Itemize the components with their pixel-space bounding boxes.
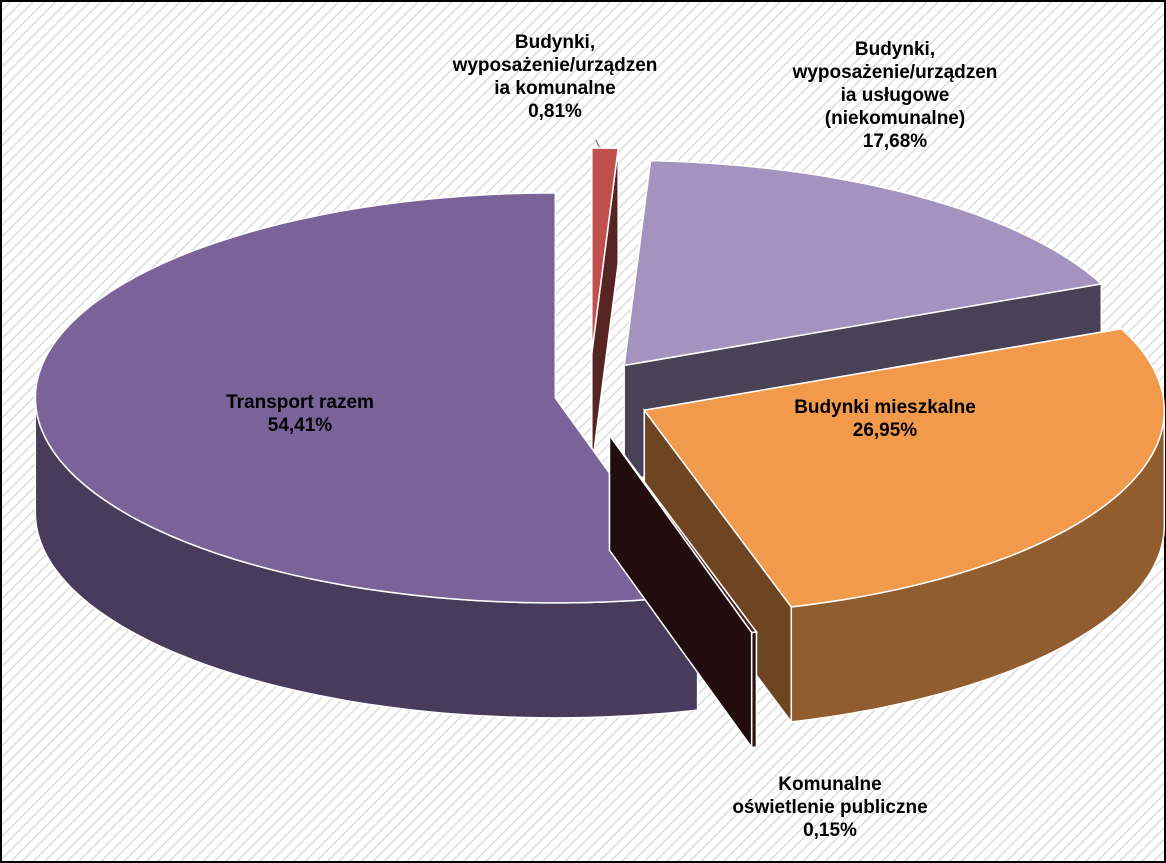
slice-top <box>608 434 758 634</box>
slice-wall <box>750 631 758 749</box>
slice-top <box>591 147 620 354</box>
slice <box>591 147 620 469</box>
slice-label: Budynki, wyposażenie/urządzen ia usługowe(… <box>792 39 998 129</box>
value-label: 26,95% <box>853 420 918 441</box>
slice <box>608 432 758 750</box>
slice-top <box>623 159 1103 367</box>
slice-top <box>642 327 1166 608</box>
value-label: 54,41% <box>268 415 333 436</box>
value-label: 0,15% <box>803 820 857 841</box>
value-label: 17,68% <box>863 131 928 152</box>
slice <box>642 327 1166 725</box>
slice-label: Komunalne oświetlenie publiczne <box>732 774 927 818</box>
slice-label: Budynki, wyposażenie/urządzen ia komunalne <box>452 32 658 99</box>
slice-label: Budynki mieszkalne <box>794 397 976 418</box>
slice-label: Transport razem <box>226 392 374 413</box>
value-label: 0,81% <box>528 101 582 122</box>
slice-top <box>34 192 699 604</box>
